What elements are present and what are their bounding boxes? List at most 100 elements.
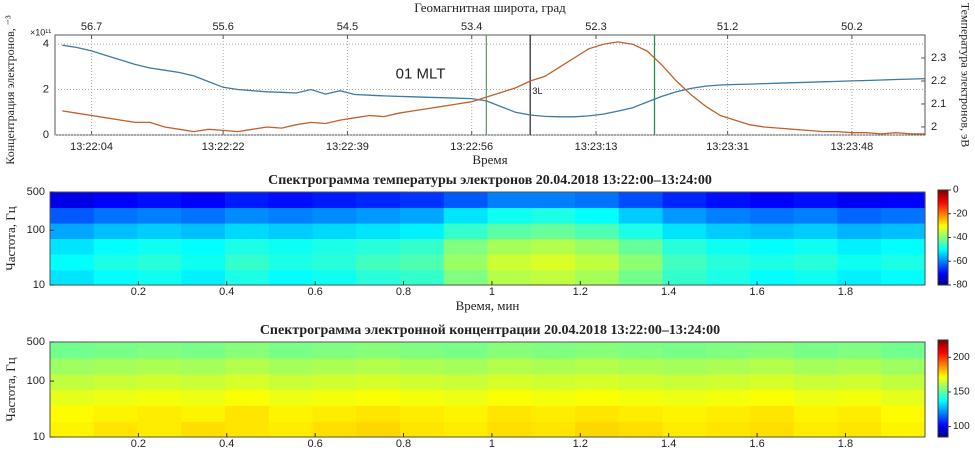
colorbar-frame	[937, 339, 949, 438]
heatmap-cell	[750, 238, 795, 255]
heatmap-cell	[50, 269, 95, 286]
heatmap-cell	[356, 253, 401, 271]
heatmap-cell	[837, 405, 882, 423]
colorbar-swatch	[938, 430, 948, 434]
heatmap-cell	[443, 342, 489, 359]
colorbar-swatch	[938, 197, 948, 201]
heatmap-cell	[618, 238, 664, 255]
heatmap-cell	[443, 373, 489, 391]
colorbar-swatch	[938, 211, 948, 215]
colorbar-swatch	[938, 352, 948, 355]
heatmap-cell	[93, 238, 139, 255]
heatmap-cell	[706, 207, 751, 224]
heatmap-cell	[487, 253, 532, 271]
heatmap-cell	[268, 357, 314, 375]
colorbar-swatch	[938, 424, 948, 428]
x-tick-label: 0.8	[396, 286, 411, 298]
heatmap-cell	[881, 269, 926, 286]
heatmap-cell	[575, 238, 620, 255]
colorbar-swatch	[938, 340, 948, 343]
heatmap-cell	[93, 405, 139, 423]
heatmap-cell	[356, 269, 401, 286]
heatmap-cell	[400, 342, 445, 359]
heatmap-cell	[356, 238, 401, 255]
heatmap-cell	[881, 389, 926, 406]
heatmap-cell	[881, 192, 926, 209]
colorbar-swatch	[938, 193, 948, 197]
heatmap-cell	[487, 373, 532, 391]
heatmap-cell	[531, 222, 576, 240]
colorbar-swatch	[938, 384, 948, 387]
heatmap-cell	[793, 222, 839, 240]
heatmap-cell	[225, 342, 270, 359]
heatmap-cell	[400, 253, 445, 271]
heatmap-cell	[837, 357, 882, 375]
heatmap-cell	[881, 207, 926, 224]
heatmap-cell	[837, 421, 882, 438]
y2-tick-label: 2.3	[931, 52, 946, 64]
heatmap-cell	[618, 389, 664, 406]
top-tick-label: 55.6	[212, 21, 233, 33]
heatmap-cell	[312, 192, 357, 209]
heatmap-cell	[50, 253, 95, 271]
x-tick-label: 0.2	[131, 438, 146, 450]
heatmap-cell	[93, 421, 139, 438]
heatmap-cell	[487, 207, 532, 224]
heatmap-cell	[181, 373, 226, 391]
colorbar-swatch	[938, 271, 948, 274]
top-tick-label: 51.2	[717, 21, 738, 33]
heatmap-cell	[837, 373, 882, 391]
heatmap-cell	[618, 342, 664, 359]
heatmap-cell	[575, 222, 620, 240]
colorbar-swatch	[938, 386, 948, 389]
y2-tick-label: 2.2	[931, 75, 946, 87]
heatmap-cell	[706, 373, 751, 391]
heatmap-cell	[50, 342, 95, 359]
heatmap-cell	[662, 269, 707, 286]
heatmap-cell	[312, 222, 357, 240]
heatmap-cell	[181, 238, 226, 255]
data-line	[62, 44, 926, 118]
heatmap-cell	[618, 357, 664, 375]
heatmap-cell	[400, 389, 445, 406]
colorbar-swatch	[938, 370, 948, 373]
colorbar-tick-label: -40	[953, 232, 968, 243]
heatmap-cell	[268, 238, 314, 255]
colorbar-tick-label: 100	[953, 421, 970, 432]
x-tick-label: 0.6	[308, 438, 323, 450]
colorbar-swatch	[938, 374, 948, 377]
colorbar-swatch	[938, 398, 948, 402]
colorbar-swatch	[938, 404, 948, 408]
top-tick-label: 54.5	[337, 21, 358, 33]
chart-title: Спектрограмма температуры электронов 20.…	[268, 173, 712, 188]
colorbar-swatch	[938, 215, 948, 219]
colorbar-swatch	[938, 408, 948, 412]
heatmap-cell	[575, 253, 620, 271]
heatmap-cell	[93, 222, 139, 240]
heatmap-cell	[225, 357, 270, 375]
colorbar-swatch	[938, 213, 948, 217]
heatmap-cell	[443, 253, 489, 271]
colorbar-tick-label: 150	[953, 387, 970, 398]
heatmap-cell	[837, 342, 882, 359]
heatmap-cell	[793, 342, 839, 359]
heatmap-cell	[356, 192, 401, 209]
heatmap-cell	[487, 222, 532, 240]
heatmap-cell	[662, 342, 707, 359]
heatmap-cell	[93, 207, 139, 224]
heatmap-cell	[706, 222, 751, 240]
colorbar-swatch	[938, 273, 948, 276]
y-tick-label: 100	[27, 224, 45, 236]
heatmap-cell	[881, 222, 926, 240]
colorbar-tick-label: -80	[953, 280, 968, 291]
heatmap-cell	[881, 342, 926, 359]
heatmap-cell	[881, 253, 926, 271]
heatmap-cell	[487, 238, 532, 255]
heatmap-cell	[312, 373, 357, 391]
heatmap-cell	[225, 238, 270, 255]
heatmap-cell	[137, 253, 182, 271]
heatmap-cell	[268, 421, 314, 438]
colorbar-tick-label: -60	[953, 256, 968, 267]
heatmap-cell	[575, 405, 620, 423]
heatmap-cell	[837, 238, 882, 255]
